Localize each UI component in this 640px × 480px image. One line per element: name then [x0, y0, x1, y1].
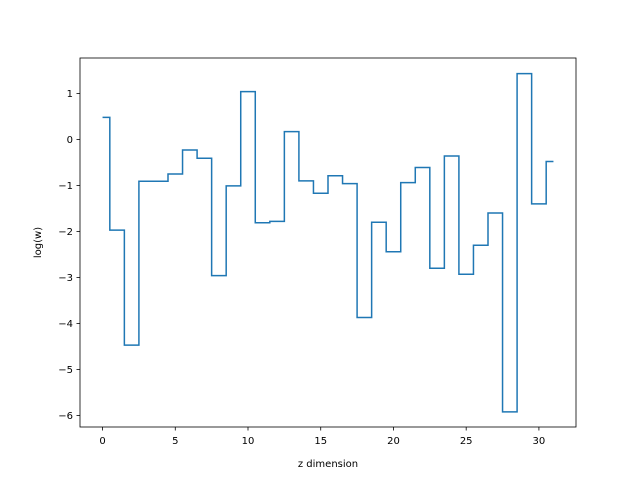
plot-frame	[79, 57, 577, 428]
x-tick-label: 5	[172, 436, 178, 447]
y-tick-label: 1	[67, 89, 73, 100]
y-tick-label: −5	[58, 365, 73, 376]
x-tick-label: 20	[387, 436, 400, 447]
x-tick-label: 25	[460, 436, 473, 447]
y-tick-label: −4	[58, 319, 73, 330]
x-tick-label: 10	[242, 436, 255, 447]
y-tick-label: 0	[67, 135, 73, 146]
series-line-0	[102, 72, 554, 413]
y-tick-label: −6	[58, 411, 73, 422]
data-layer	[102, 72, 554, 413]
x-axis-label: z dimension	[298, 459, 358, 470]
x-axis-ticks: 0 5 10 15 20 25 30	[99, 427, 545, 447]
y-axis-label: log(w)	[33, 227, 44, 258]
y-axis-ticks: −6 −5 −4 −3 −2 −1 0 1	[58, 89, 80, 422]
x-tick-label: 30	[533, 436, 546, 447]
y-tick-label: −2	[58, 227, 73, 238]
y-tick-label: −1	[58, 181, 73, 192]
plot-area	[80, 58, 576, 427]
x-tick-label: 0	[99, 436, 105, 447]
y-tick-label: −3	[58, 273, 73, 284]
x-tick-label: 15	[314, 436, 327, 447]
